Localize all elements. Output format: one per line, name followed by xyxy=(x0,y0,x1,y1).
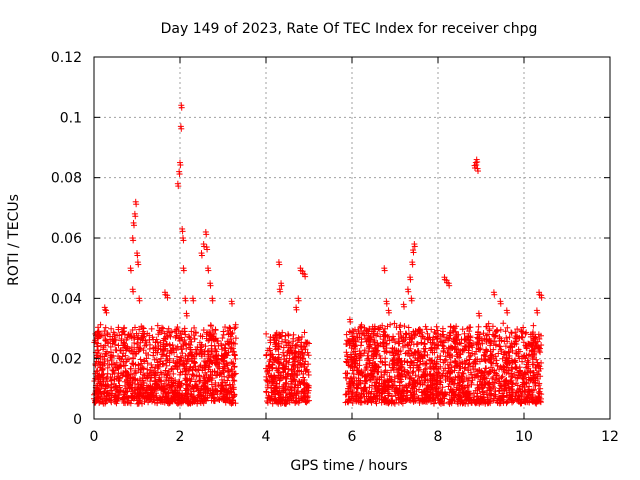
data-point xyxy=(181,337,188,344)
y-tick-label: 0 xyxy=(73,412,82,428)
data-point xyxy=(401,323,408,330)
data-point xyxy=(489,323,496,330)
data-point xyxy=(108,381,115,388)
data-point xyxy=(226,325,233,332)
y-tick-label: 0.04 xyxy=(51,291,82,307)
data-point xyxy=(530,322,537,329)
data-point xyxy=(100,378,107,385)
data-point xyxy=(104,331,111,338)
data-point xyxy=(421,340,428,347)
data-point xyxy=(231,325,238,332)
x-tick-label: 6 xyxy=(348,429,357,445)
data-point xyxy=(475,323,482,330)
data-point xyxy=(202,343,209,350)
data-point xyxy=(519,334,526,341)
data-point xyxy=(108,377,115,384)
data-point xyxy=(94,343,101,350)
data-point xyxy=(107,343,114,350)
data-point xyxy=(423,326,430,333)
data-point xyxy=(146,345,153,352)
data-point xyxy=(295,334,302,341)
data-point xyxy=(231,377,238,384)
data-point xyxy=(187,364,194,371)
data-point xyxy=(163,357,170,364)
data-point xyxy=(405,324,412,331)
data-point xyxy=(212,326,219,333)
data-point xyxy=(148,325,155,332)
data-point xyxy=(206,336,213,343)
data-point xyxy=(381,332,388,339)
data-point xyxy=(104,364,111,371)
x-tick-label: 10 xyxy=(515,429,533,445)
y-tick-label: 0.08 xyxy=(51,171,82,187)
data-point xyxy=(153,356,160,363)
data-point xyxy=(434,369,441,376)
data-point xyxy=(110,367,117,374)
data-points xyxy=(91,102,545,407)
data-point xyxy=(433,323,440,330)
data-point xyxy=(228,331,235,338)
data-point xyxy=(197,377,204,384)
data-point xyxy=(170,357,177,364)
y-tick-label: 0.12 xyxy=(51,50,82,66)
y-tick-label: 0.02 xyxy=(51,352,82,368)
data-point xyxy=(263,330,270,337)
data-point xyxy=(357,342,364,349)
data-point xyxy=(218,346,225,353)
data-point xyxy=(147,378,154,385)
data-point xyxy=(343,374,350,381)
data-point xyxy=(101,328,108,335)
x-axis-label: GPS time / hours xyxy=(290,458,407,474)
data-point xyxy=(215,381,222,388)
data-point xyxy=(97,342,104,349)
data-point xyxy=(131,340,138,347)
data-point xyxy=(135,336,142,343)
data-point xyxy=(422,361,429,368)
data-point xyxy=(191,324,198,331)
data-point xyxy=(439,325,446,332)
data-point xyxy=(102,324,109,331)
data-point xyxy=(104,370,111,377)
data-point xyxy=(305,371,312,378)
x-tick-label: 2 xyxy=(176,429,185,445)
data-point xyxy=(219,335,226,342)
data-point xyxy=(104,357,111,364)
y-axis-label: ROTI / TECUs xyxy=(6,194,22,286)
y-tick-label: 0.1 xyxy=(60,110,82,126)
data-point xyxy=(157,355,164,362)
data-point xyxy=(190,372,197,379)
data-point xyxy=(502,343,509,350)
y-tick-label: 0.06 xyxy=(51,231,82,247)
data-point xyxy=(500,320,507,327)
data-point xyxy=(285,332,292,339)
data-point xyxy=(108,325,115,332)
data-point xyxy=(222,324,229,331)
data-point xyxy=(200,327,207,334)
x-tick-label: 8 xyxy=(434,429,443,445)
chart-title: Day 149 of 2023, Rate Of TEC Index for r… xyxy=(161,21,538,37)
data-point xyxy=(537,385,544,392)
data-point xyxy=(182,331,189,338)
x-tick-label: 4 xyxy=(262,429,271,445)
data-point xyxy=(165,325,172,332)
x-tick-label: 0 xyxy=(90,429,99,445)
data-point xyxy=(142,350,149,357)
data-point xyxy=(170,370,177,377)
data-point xyxy=(185,333,192,340)
data-point xyxy=(220,331,227,338)
x-tick-label: 12 xyxy=(601,429,619,445)
data-point xyxy=(422,323,429,330)
data-point xyxy=(150,352,157,359)
